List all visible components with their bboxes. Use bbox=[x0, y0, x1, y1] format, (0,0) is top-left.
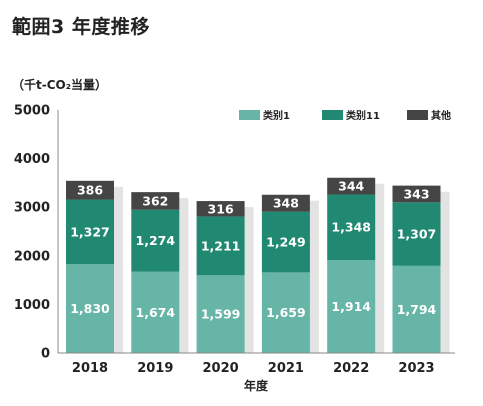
bar-value-label: 1,249 bbox=[266, 235, 306, 250]
bar-segment bbox=[327, 177, 376, 195]
bar-value-label: 1,274 bbox=[136, 233, 176, 248]
y-tick-label: 4000 bbox=[14, 152, 50, 167]
bar-value-label: 1,307 bbox=[397, 227, 437, 242]
y-tick-label: 3000 bbox=[14, 201, 50, 216]
x-axis-title: 年度 bbox=[244, 378, 269, 393]
x-tick-label: 2020 bbox=[203, 361, 239, 376]
y-axis-unit-label: （千t-CO₂当量） bbox=[12, 78, 107, 92]
y-tick-label: 5000 bbox=[14, 104, 50, 119]
bar-value-label: 1,348 bbox=[331, 220, 371, 235]
bar-segment bbox=[327, 259, 376, 353]
y-tick-label: 0 bbox=[41, 347, 50, 362]
bar-segment bbox=[196, 201, 245, 217]
bar-value-label: 344 bbox=[338, 179, 364, 194]
bar-segment bbox=[66, 199, 114, 265]
legend-label: 类别11 bbox=[346, 109, 380, 122]
x-tick-label: 2023 bbox=[398, 361, 434, 376]
bar-segment bbox=[261, 272, 310, 353]
bar-segment bbox=[392, 265, 441, 353]
bar-value-label: 362 bbox=[142, 193, 168, 208]
legend-label: 其他 bbox=[431, 109, 451, 122]
bar-segment bbox=[327, 194, 376, 260]
legend-swatch bbox=[407, 110, 428, 120]
x-tick-label: 2018 bbox=[72, 361, 108, 376]
legend-swatch bbox=[239, 110, 260, 120]
bar-segment bbox=[261, 194, 310, 212]
x-tick-label: 2019 bbox=[137, 361, 173, 376]
bar-value-label: 316 bbox=[208, 201, 234, 216]
x-tick-label: 2022 bbox=[333, 361, 369, 376]
bar-segment bbox=[131, 192, 180, 210]
bar-segment bbox=[261, 211, 310, 273]
bar-segment bbox=[66, 180, 114, 200]
bar-value-label: 348 bbox=[273, 196, 299, 211]
legend-label: 类别1 bbox=[263, 109, 290, 122]
bar-segment bbox=[392, 202, 441, 266]
bar-segment bbox=[131, 209, 180, 272]
y-tick-label: 2000 bbox=[14, 249, 50, 264]
bar-value-label: 1,674 bbox=[136, 305, 176, 320]
bar-segment bbox=[131, 271, 180, 353]
bar-value-label: 1,794 bbox=[397, 302, 437, 317]
legend-swatch bbox=[322, 110, 343, 120]
bar-value-label: 386 bbox=[77, 183, 103, 198]
page-title: 範囲3 年度推移 bbox=[12, 16, 150, 38]
bar-segment bbox=[196, 216, 245, 276]
bar-segment bbox=[196, 275, 245, 353]
bar-value-label: 1,659 bbox=[266, 305, 306, 320]
bar-segment bbox=[392, 185, 441, 203]
bar-value-label: 1,327 bbox=[70, 224, 110, 239]
bar-value-label: 1,211 bbox=[201, 238, 241, 253]
bar-segment bbox=[66, 264, 114, 353]
bar-value-label: 1,830 bbox=[70, 301, 110, 316]
x-tick-label: 2021 bbox=[268, 361, 304, 376]
bar-value-label: 1,599 bbox=[201, 307, 241, 322]
bar-value-label: 1,914 bbox=[331, 299, 371, 314]
y-tick-label: 1000 bbox=[14, 298, 50, 313]
bar-value-label: 343 bbox=[403, 186, 429, 201]
